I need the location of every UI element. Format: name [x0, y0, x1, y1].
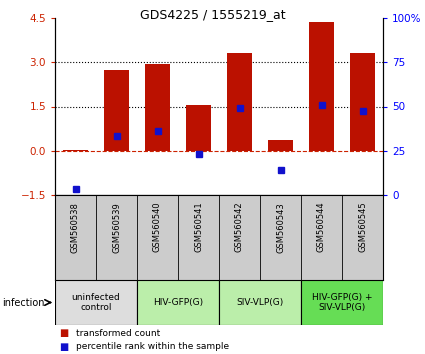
Bar [104, 70, 129, 151]
Bar [55, 280, 137, 325]
Bar [63, 150, 88, 151]
Text: ■: ■ [59, 342, 68, 352]
Text: transformed count: transformed count [76, 329, 161, 338]
Text: GSM560538: GSM560538 [71, 202, 80, 253]
Bar [268, 141, 293, 151]
Text: infection: infection [2, 297, 45, 308]
Text: GSM560540: GSM560540 [153, 202, 162, 252]
Bar [186, 105, 211, 151]
Text: GSM560544: GSM560544 [317, 202, 326, 252]
Text: GDS4225 / 1555219_at: GDS4225 / 1555219_at [140, 8, 285, 21]
Text: percentile rank within the sample: percentile rank within the sample [76, 342, 230, 351]
Text: GSM560543: GSM560543 [276, 202, 285, 252]
Text: GSM560542: GSM560542 [235, 202, 244, 252]
Text: HIV-GFP(G) +
SIV-VLP(G): HIV-GFP(G) + SIV-VLP(G) [312, 293, 372, 312]
Text: GSM560539: GSM560539 [112, 202, 121, 252]
Bar [301, 280, 383, 325]
Bar [137, 280, 219, 325]
Text: HIV-GFP(G): HIV-GFP(G) [153, 298, 203, 307]
Bar [309, 22, 334, 151]
Bar [219, 280, 301, 325]
Text: SIV-VLP(G): SIV-VLP(G) [236, 298, 283, 307]
Text: ■: ■ [59, 328, 68, 338]
Bar [227, 53, 252, 151]
Bar [350, 53, 375, 151]
Text: GSM560541: GSM560541 [194, 202, 203, 252]
Text: uninfected
control: uninfected control [72, 293, 120, 312]
Bar [145, 64, 170, 151]
Text: GSM560545: GSM560545 [358, 202, 367, 252]
